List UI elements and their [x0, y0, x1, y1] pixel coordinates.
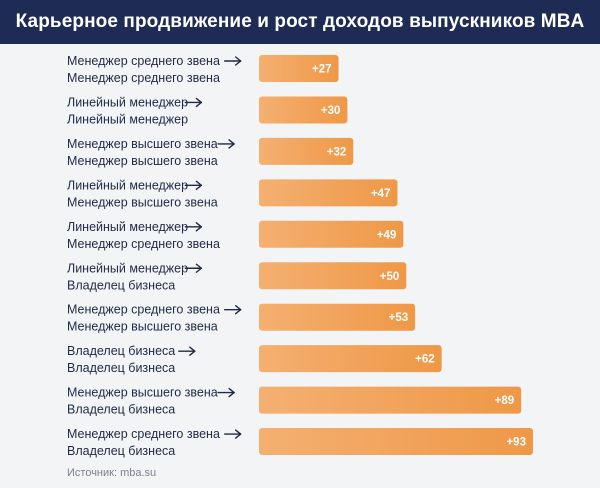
bar-row: Менеджер среднего звена Владелец бизнеса +… — [67, 427, 533, 458]
bar — [259, 428, 533, 456]
bar — [259, 137, 354, 165]
category-from-label: Линейный менеджер — [67, 220, 188, 234]
bar-row: Менеджер высшего звена Менеджер высшего з… — [67, 137, 354, 168]
bar-row: Линейный менеджер Менеджер высшего звена +… — [67, 178, 398, 209]
category-to-label: Менеджер среднего звена — [67, 71, 220, 85]
category-from-label: Менеджер среднего звена — [67, 303, 220, 317]
bar-value-label: +47 — [371, 188, 391, 200]
arrow-right-icon — [217, 139, 235, 149]
category-to-label: Владелец бизнеса — [67, 278, 175, 292]
category-from-label: Владелец бизнеса — [67, 344, 175, 358]
category-from-label: Менеджер высшего звена — [67, 137, 218, 151]
category-to-label: Владелец бизнеса — [67, 361, 175, 375]
bar — [259, 303, 416, 331]
bar — [259, 55, 339, 82]
bar — [259, 386, 522, 414]
category-from-label: Линейный менеджер — [67, 178, 188, 192]
bar-value-label: +53 — [389, 312, 409, 324]
bar-row: Менеджер среднего звена Менеджер высшего … — [67, 303, 416, 334]
bar-row: Линейный менеджер Владелец бизнеса +50 — [67, 261, 407, 292]
bar-value-label: +62 — [415, 354, 435, 366]
arrow-right-icon — [223, 305, 242, 315]
arrow-right-icon — [184, 222, 203, 232]
bar-value-label: +93 — [506, 437, 526, 449]
category-to-label: Линейный менеджер — [67, 112, 188, 126]
bar-value-label: +32 — [327, 146, 347, 158]
arrow-right-icon — [184, 180, 203, 191]
bar-row: Менеджер высшего звена Владелец бизнеса +8… — [67, 386, 522, 417]
source-note: Источник: mba.su — [67, 467, 157, 479]
bar — [259, 345, 442, 373]
bar-value-label: +30 — [321, 105, 341, 117]
bar-value-label: +27 — [312, 64, 332, 76]
arrow-right-icon — [184, 263, 203, 273]
category-to-label: Менеджер среднего звена — [67, 237, 220, 251]
bar — [259, 179, 398, 207]
bar-row: Линейный менеджер Линейный менеджер +30 — [67, 95, 348, 126]
arrow-right-icon — [223, 56, 242, 66]
arrow-right-icon — [217, 387, 235, 398]
category-from-label: Линейный менеджер — [67, 95, 188, 109]
category-from-label: Менеджер высшего звена — [67, 386, 218, 400]
category-to-label: Менеджер высшего звена — [67, 154, 218, 168]
bar-value-label: +49 — [377, 229, 397, 241]
category-from-label: Линейный менеджер — [67, 261, 188, 275]
bar — [259, 262, 407, 290]
arrow-right-icon — [178, 346, 196, 356]
chart-title: Карьерное продвижение и рост доходов вып… — [15, 11, 585, 32]
arrow-right-icon — [223, 429, 242, 439]
category-from-label: Менеджер среднего звена — [67, 427, 220, 441]
bar-row: Линейный менеджер Менеджер среднего звена… — [67, 220, 404, 251]
bar-value-label: +50 — [380, 271, 400, 283]
bar-value-label: +89 — [495, 395, 515, 407]
category-to-label: Менеджер высшего звена — [67, 320, 218, 334]
bar-row: Менеджер среднего звена Менеджер среднего… — [67, 54, 339, 85]
chart-header: Карьерное продвижение и рост доходов вып… — [0, 0, 600, 44]
bar — [259, 96, 348, 124]
arrow-right-icon — [184, 97, 203, 108]
category-to-label: Менеджер высшего звена — [67, 195, 218, 209]
bar-row: Владелец бизнеса Владелец бизнеса +62 — [67, 344, 442, 375]
bar — [259, 220, 404, 248]
category-to-label: Владелец бизнеса — [67, 444, 175, 458]
category-to-label: Владелец бизнеса — [67, 403, 175, 417]
category-from-label: Менеджер среднего звена — [67, 54, 220, 68]
